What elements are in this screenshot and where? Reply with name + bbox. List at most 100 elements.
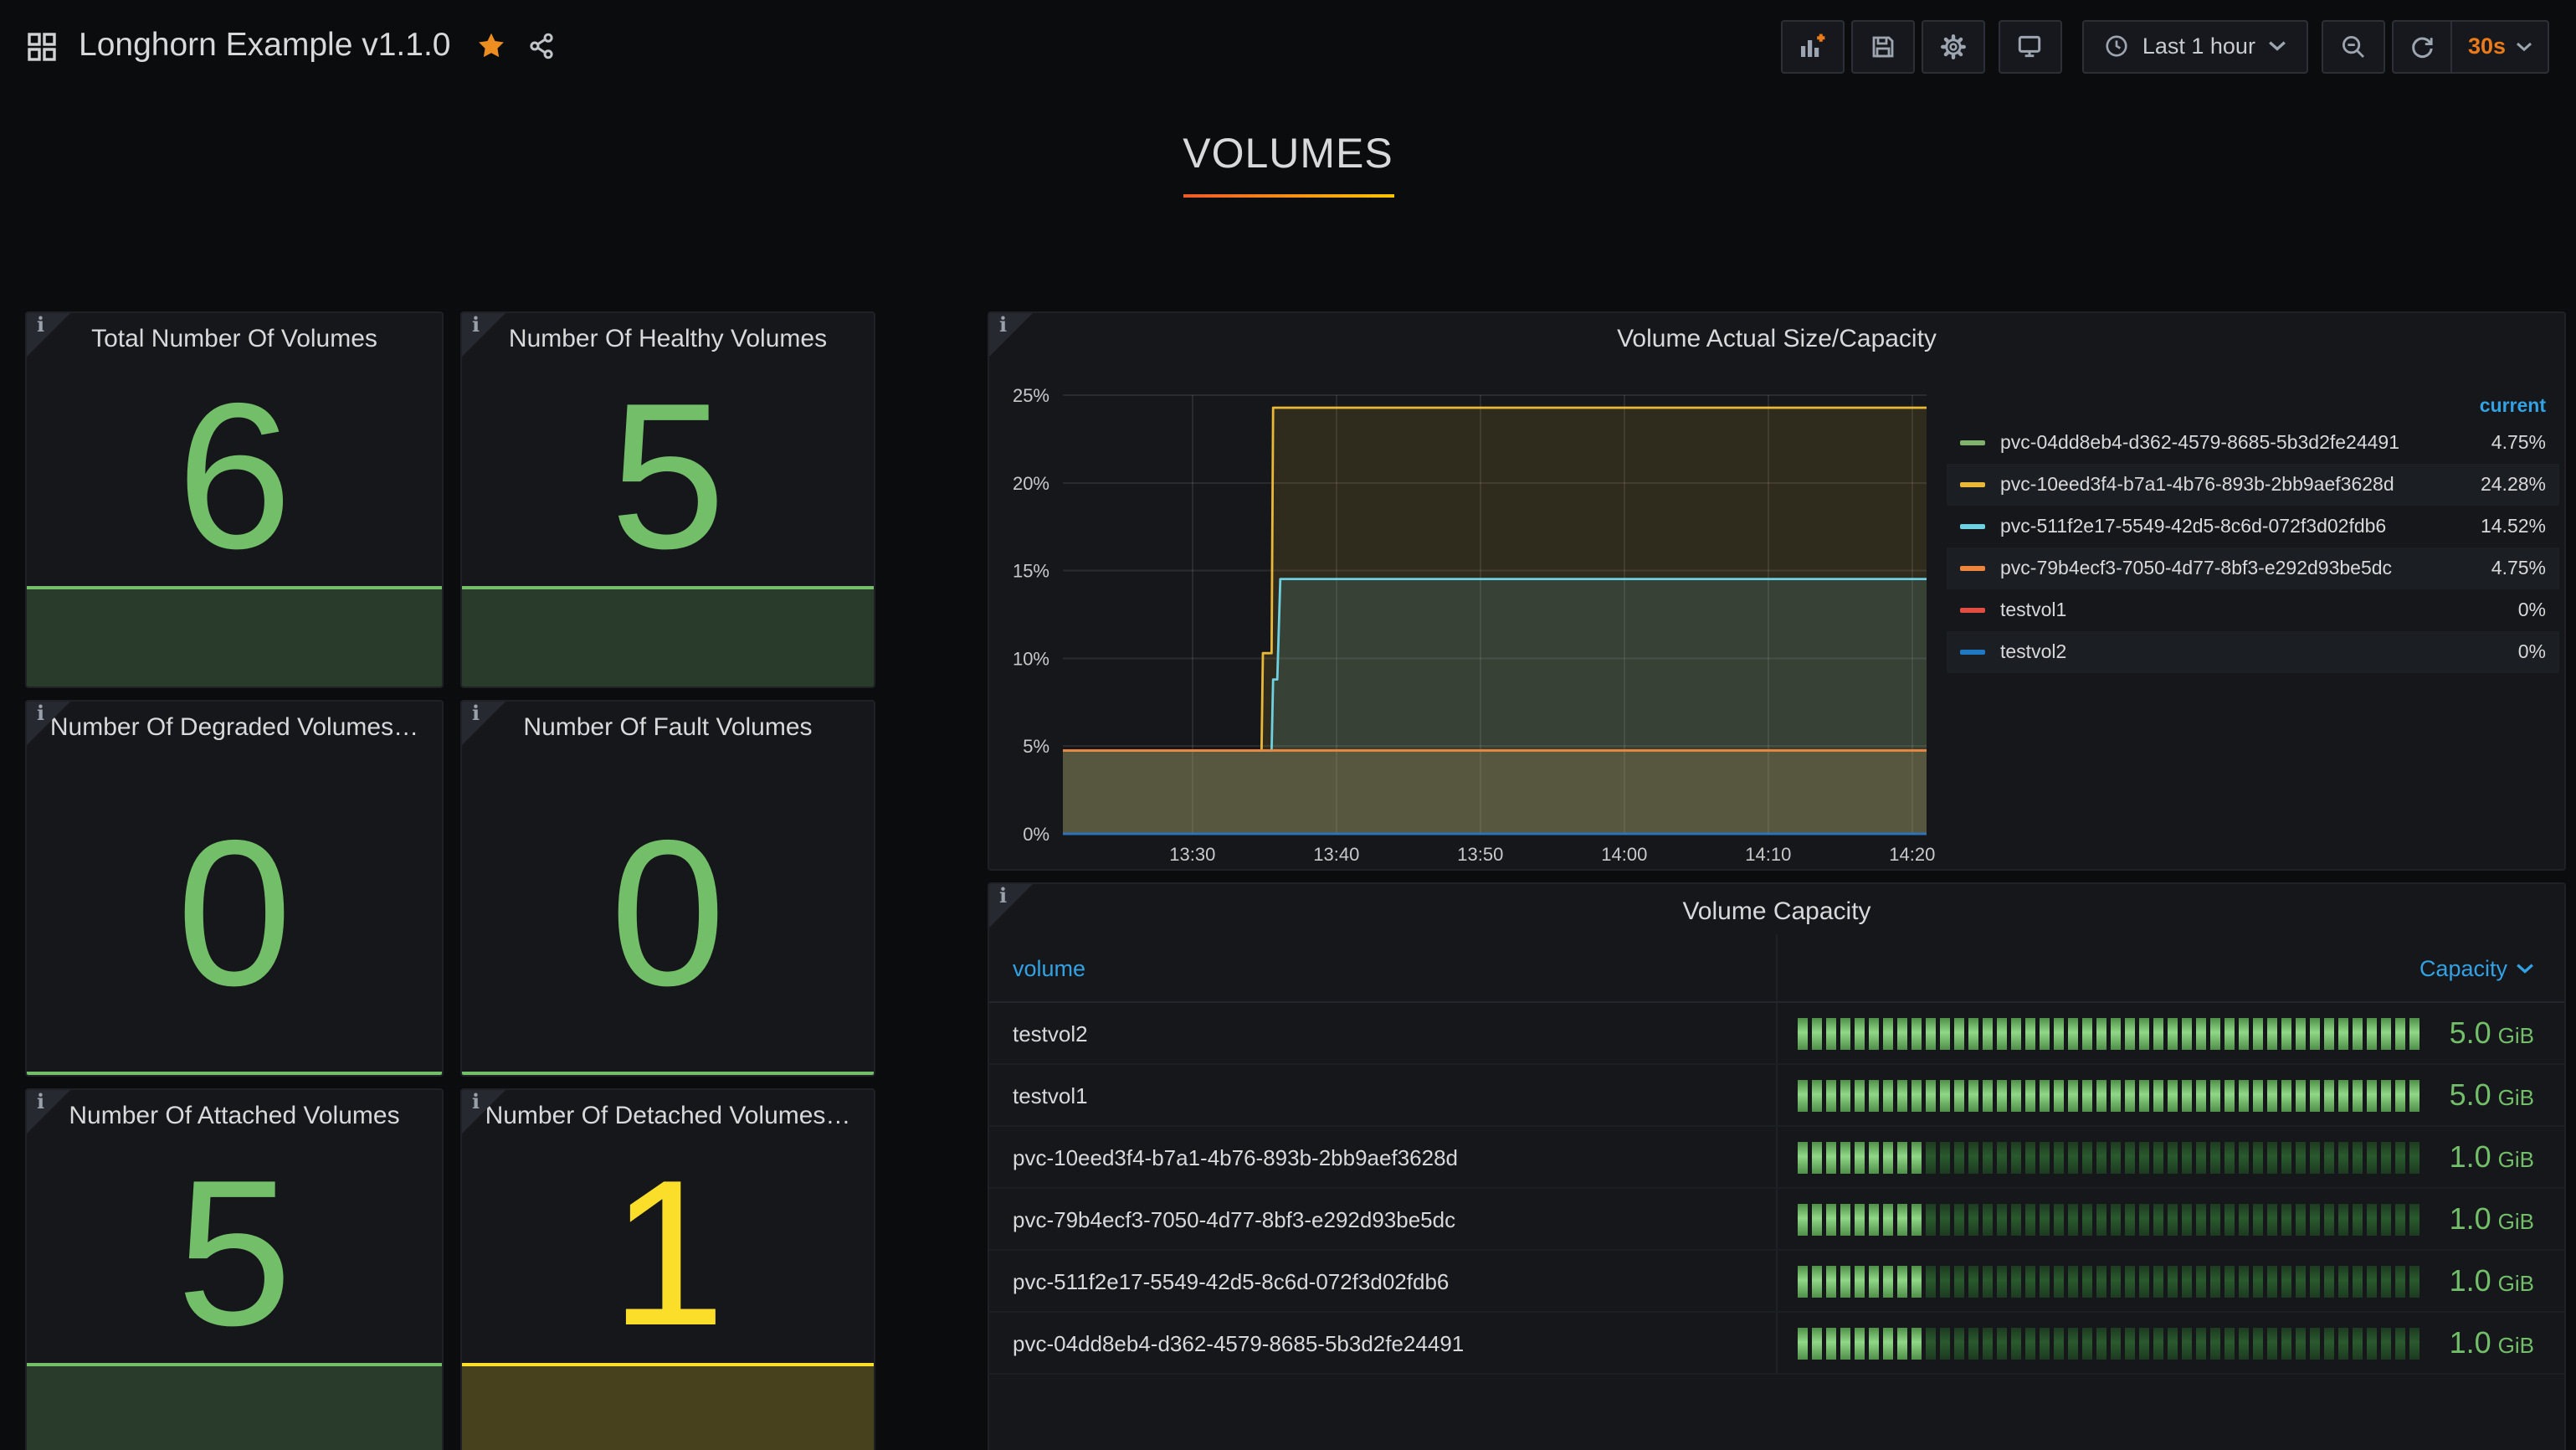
stat-panel-number-of-attached-volumes: iNumber Of Attached Volumes5 bbox=[25, 1088, 444, 1450]
stat-sparkline bbox=[27, 1363, 442, 1450]
stat-panel-title[interactable]: Number Of Healthy Volumes bbox=[462, 325, 874, 353]
column-header-capacity[interactable]: Capacity bbox=[2419, 955, 2564, 980]
gauge-filled-segments bbox=[1798, 1141, 1922, 1173]
capacity-unit: GiB bbox=[2498, 1270, 2534, 1295]
cycle-view-mode-button[interactable] bbox=[1999, 19, 2062, 73]
time-range-picker[interactable]: Last 1 hour bbox=[2082, 19, 2309, 73]
capacity-bar-gauge bbox=[1798, 1327, 2420, 1359]
section-heading: VOLUMES bbox=[0, 131, 2576, 198]
legend-row-pvc-10eed3f4-b7a1-4b76-893b-2bb9aef3628d: pvc-10eed3f4-b7a1-4b76-893b-2bb9aef3628d… bbox=[1947, 464, 2559, 506]
y-axis-tick-label: 10% bbox=[1013, 648, 1049, 669]
add-panel-button[interactable] bbox=[1781, 19, 1845, 73]
star-icon[interactable] bbox=[477, 32, 505, 60]
graph-panel-volume-actual-size-capacity: i Volume Actual Size/Capacity 0%5%10%15%… bbox=[988, 311, 2566, 871]
table-row-pvc-10eed3f4-b7a1-4b76-893b-2bb9aef3628d: pvc-10eed3f4-b7a1-4b76-893b-2bb9aef3628d… bbox=[989, 1125, 2564, 1187]
capacity-number: 1.0 bbox=[2450, 1201, 2491, 1237]
legend-series-name[interactable]: testvol1 bbox=[2000, 600, 2502, 620]
legend-series-color-icon bbox=[1960, 441, 1985, 445]
refresh-button-group: 30s bbox=[2393, 19, 2549, 73]
table-panel-title[interactable]: Volume Capacity bbox=[989, 884, 2564, 934]
table-row-testvol1: testvol15.0GiB bbox=[989, 1063, 2564, 1125]
zoom-out-button[interactable] bbox=[2322, 19, 2386, 73]
legend-series-name[interactable]: pvc-10eed3f4-b7a1-4b76-893b-2bb9aef3628d bbox=[2000, 475, 2464, 495]
refresh-interval-picker[interactable]: 30s bbox=[2451, 21, 2548, 71]
x-axis-tick-label: 13:50 bbox=[1457, 844, 1503, 865]
stat-sparkline bbox=[27, 1072, 442, 1075]
legend-row-testvol1: testvol10% bbox=[1947, 589, 2559, 631]
capacity-number: 5.0 bbox=[2450, 1077, 2491, 1113]
table-row-pvc-04dd8eb4-d362-4579-8685-5b3d2fe24491: pvc-04dd8eb4-d362-4579-8685-5b3d2fe24491… bbox=[989, 1311, 2564, 1373]
legend-series-color-icon bbox=[1960, 650, 1985, 655]
y-axis-tick-label: 20% bbox=[1013, 473, 1049, 494]
legend-series-name[interactable]: pvc-79b4ecf3-7050-4d77-8bf3-e292d93be5dc bbox=[2000, 558, 2475, 578]
capacity-value: 1.0GiB bbox=[2450, 1201, 2564, 1237]
legend-series-color-icon bbox=[1960, 609, 1985, 613]
capacity-cell: 5.0 GiB bbox=[1776, 1065, 2564, 1125]
table-row-testvol2: testvol2 5.0GiB bbox=[989, 1003, 2564, 1063]
grafana-dashboard: Longhorn Example v1.1.0 bbox=[0, 0, 2576, 1450]
stat-panel-number-of-degraded-volumes: iNumber Of Degraded Volumes…0 bbox=[25, 700, 444, 1077]
stat-sparkline bbox=[462, 1363, 874, 1450]
stat-value: 6 bbox=[27, 353, 442, 586]
x-axis-tick-label: 14:10 bbox=[1745, 844, 1791, 865]
gauge-filled-segments bbox=[1798, 1203, 1922, 1235]
table-row-pvc-79b4ecf3-7050-4d77-8bf3-e292d93be5dc: pvc-79b4ecf3-7050-4d77-8bf3-e292d93be5dc… bbox=[989, 1187, 2564, 1249]
stat-panel-number-of-healthy-volumes: iNumber Of Healthy Volumes5 bbox=[460, 311, 875, 688]
capacity-value: 1.0GiB bbox=[2450, 1139, 2564, 1175]
stat-value: 0 bbox=[462, 742, 874, 1072]
volume-name-cell: pvc-10eed3f4-b7a1-4b76-893b-2bb9aef3628d bbox=[989, 1127, 1776, 1187]
legend-row-pvc-511f2e17-5549-42d5-8c6d-072f3d02fdb6: pvc-511f2e17-5549-42d5-8c6d-072f3d02fdb6… bbox=[1947, 506, 2559, 548]
capacity-cell: 5.0GiB bbox=[1776, 1003, 2564, 1063]
dashboard-title[interactable]: Longhorn Example v1.1.0 bbox=[79, 27, 450, 65]
capacity-value: 5.0GiB bbox=[2450, 1016, 2564, 1051]
chart-legend: current pvc-04dd8eb4-d362-4579-8685-5b3d… bbox=[1947, 380, 2559, 673]
stat-panel-number-of-fault-volumes: iNumber Of Fault Volumes0 bbox=[460, 700, 875, 1077]
gauge-filled-segments bbox=[1798, 1265, 1922, 1297]
share-icon[interactable] bbox=[527, 32, 556, 60]
y-axis-tick-label: 0% bbox=[1023, 824, 1049, 845]
dashboard-settings-button[interactable] bbox=[1922, 19, 1985, 73]
capacity-unit: GiB bbox=[2498, 1146, 2534, 1171]
legend-series-current-value: 14.52% bbox=[2481, 517, 2546, 537]
table-row-pvc-511f2e17-5549-42d5-8c6d-072f3d02fdb6: pvc-511f2e17-5549-42d5-8c6d-072f3d02fdb6… bbox=[989, 1249, 2564, 1311]
capacity-number: 5.0 bbox=[2450, 1016, 2491, 1051]
table-panel-volume-capacity: i Volume Capacity volume Capacity testvo… bbox=[988, 882, 2566, 1450]
legend-series-color-icon bbox=[1960, 525, 1985, 529]
capacity-bar-gauge bbox=[1798, 1265, 2420, 1297]
capacity-cell: 1.0GiB bbox=[1776, 1189, 2564, 1249]
stat-panel-total-number-of-volumes: iTotal Number Of Volumes6 bbox=[25, 311, 444, 688]
refresh-button[interactable] bbox=[2394, 21, 2451, 71]
series-fill-pvc-79b4ecf3-7050-4d77-8bf3-e292d93be5dc bbox=[1063, 750, 1927, 834]
legend-current-header[interactable]: current bbox=[1947, 380, 2559, 422]
volume-name-cell: pvc-79b4ecf3-7050-4d77-8bf3-e292d93be5dc bbox=[989, 1189, 1776, 1249]
table-body: testvol25.0GiBtestvol15.0GiBpvc-10eed3f4… bbox=[989, 1003, 2564, 1375]
stat-panel-title[interactable]: Number Of Detached Volumes… bbox=[462, 1102, 874, 1130]
stat-panel-title[interactable]: Number Of Fault Volumes bbox=[462, 713, 874, 742]
legend-series-current-value: 4.75% bbox=[2491, 558, 2546, 578]
apps-grid-icon[interactable] bbox=[27, 31, 57, 61]
stat-value: 1 bbox=[462, 1130, 874, 1363]
stat-sparkline bbox=[462, 1072, 874, 1075]
chevron-down-icon bbox=[2516, 41, 2532, 51]
capacity-bar-gauge bbox=[1798, 1141, 2420, 1173]
legend-series-current-value: 4.75% bbox=[2491, 433, 2546, 453]
stat-value: 0 bbox=[27, 742, 442, 1072]
stat-value: 5 bbox=[27, 1130, 442, 1363]
legend-series-name[interactable]: pvc-511f2e17-5549-42d5-8c6d-072f3d02fdb6 bbox=[2000, 517, 2464, 537]
y-axis-tick-label: 25% bbox=[1013, 385, 1049, 406]
stat-panel-title[interactable]: Number Of Attached Volumes bbox=[27, 1102, 442, 1130]
stat-panel-title[interactable]: Total Number Of Volumes bbox=[27, 325, 442, 353]
column-header-volume[interactable]: volume bbox=[989, 955, 1776, 980]
section-underline bbox=[1183, 194, 1393, 198]
table-header-row: volume Capacity bbox=[989, 934, 2564, 1003]
capacity-unit: GiB bbox=[2498, 1332, 2534, 1357]
legend-series-name[interactable]: testvol2 bbox=[2000, 642, 2502, 662]
volume-name-cell: testvol2 bbox=[989, 1003, 1776, 1063]
capacity-number: 1.0 bbox=[2450, 1263, 2491, 1298]
stat-panel-title[interactable]: Number Of Degraded Volumes… bbox=[27, 713, 442, 742]
save-dashboard-button[interactable] bbox=[1851, 19, 1915, 73]
capacity-unit: GiB bbox=[2498, 1084, 2534, 1109]
refresh-interval-label: 30s bbox=[2468, 33, 2506, 59]
legend-series-name[interactable]: pvc-04dd8eb4-d362-4579-8685-5b3d2fe24491 bbox=[2000, 433, 2475, 453]
capacity-bar-gauge bbox=[1798, 1079, 2420, 1111]
